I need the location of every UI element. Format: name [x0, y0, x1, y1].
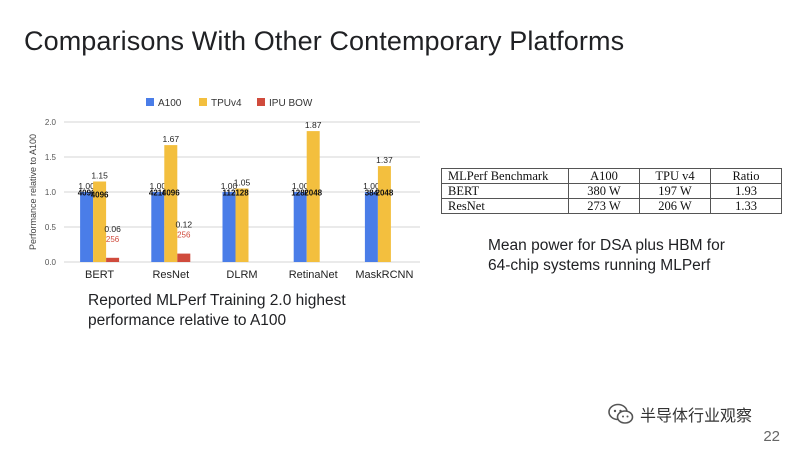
data-label: 1.05: [234, 178, 251, 188]
bar: [364, 192, 378, 262]
bar: [377, 166, 391, 262]
data-label: 1.00: [363, 181, 380, 191]
bar: [235, 188, 249, 262]
x-tick-label: BERT: [85, 269, 114, 281]
legend-swatch: [257, 98, 265, 106]
legend-swatch: [146, 98, 154, 106]
x-tick-label: DLRM: [226, 269, 257, 281]
data-label: 1.15: [91, 171, 108, 181]
cell-tpuv4: 206 W: [639, 198, 711, 214]
data-label: 1.37: [376, 155, 393, 165]
y-tick-label: 0.0: [45, 258, 57, 267]
header-ratio: Ratio: [710, 168, 782, 184]
chip-count-label: 384: [365, 189, 379, 198]
chart-caption-line-1: Reported MLPerf Training 2.0 highest: [88, 292, 346, 309]
table-row: BERT 380 W 197 W 1.93: [441, 183, 782, 199]
data-label: 0.12: [176, 220, 193, 230]
power-table-header-row: MLPerf Benchmark A100 TPU v4 Ratio: [441, 168, 782, 184]
bar: [93, 181, 107, 262]
bar: [293, 192, 307, 262]
x-tick-label: ResNet: [152, 269, 189, 281]
chip-count-label: 256: [177, 231, 191, 240]
wechat-icon: [608, 403, 634, 424]
legend-entry: A100: [158, 98, 182, 109]
table-caption-line-2: 64-chip systems running MLPerf: [488, 257, 711, 274]
bar-chart: 0.0 0.5 1.0 1.5 2.0 Performance relative to A…: [28, 98, 420, 281]
cell-a100: 380 W: [568, 183, 640, 199]
data-label: 0.06: [104, 224, 121, 234]
data-label: 1.00: [150, 181, 167, 191]
header-tpuv4: TPU v4: [639, 168, 711, 184]
data-label: 1.87: [305, 120, 322, 130]
legend-entry: IPU BOW: [269, 98, 313, 109]
chip-count-label: 128: [235, 189, 249, 198]
cell-ratio: 1.93: [710, 183, 782, 199]
x-tick-label: RetinaNet: [289, 269, 338, 281]
bar: [106, 257, 120, 262]
chip-count-label: 4096: [162, 189, 180, 198]
table-row: ResNet 273 W 206 W 1.33: [441, 198, 782, 214]
data-label: 1.00: [292, 181, 309, 191]
chip-count-label: 4096: [78, 189, 96, 198]
bar: [306, 131, 320, 262]
header-benchmark: MLPerf Benchmark: [441, 168, 569, 184]
y-tick-label: 0.5: [45, 223, 57, 232]
cell-benchmark: BERT: [441, 183, 569, 199]
legend-entry: TPUv4: [211, 98, 242, 109]
chart-caption: Reported MLPerf Training 2.0 highest per…: [88, 291, 388, 331]
chart-caption-line-2: performance relative to A100: [88, 312, 287, 329]
slide-title: Comparisons With Other Contemporary Plat…: [24, 26, 625, 56]
cell-a100: 273 W: [568, 198, 640, 214]
chip-count-label: 1280: [291, 189, 309, 198]
cell-ratio: 1.33: [710, 198, 782, 214]
cell-benchmark: ResNet: [441, 198, 569, 214]
chip-count-label: 112: [223, 189, 236, 198]
legend-swatch: [199, 98, 207, 106]
data-label: 1.00: [78, 181, 95, 191]
watermark-text: 半导体行业观察: [640, 406, 753, 425]
bar: [164, 145, 178, 262]
power-table: MLPerf Benchmark A100 TPU v4 Ratio BERT …: [441, 168, 782, 214]
y-tick-label: 1.5: [45, 153, 57, 162]
page-number: 22: [763, 428, 780, 445]
y-axis-label: Performance relative to A100: [28, 134, 38, 250]
chip-count-label: 256: [106, 235, 120, 244]
y-tick-label: 2.0: [45, 118, 57, 127]
table-caption-line-1: Mean power for DSA plus HBM for: [488, 237, 725, 254]
x-tick-label: MaskRCNN: [355, 269, 413, 281]
chip-count-label: 2048: [376, 189, 394, 198]
chip-count-label: 2048: [304, 189, 322, 198]
bar: [151, 192, 165, 262]
chip-count-label: 4216: [149, 189, 167, 198]
bar: [222, 192, 236, 262]
bar: [80, 192, 94, 262]
table-caption: Mean power for DSA plus HBM for 64-chip …: [488, 236, 768, 276]
bar: [177, 253, 191, 262]
header-a100: A100: [568, 168, 640, 184]
chip-count-label: 4096: [91, 191, 109, 200]
watermark: 半导体行业观察: [608, 402, 752, 426]
data-label: 1.67: [163, 134, 180, 144]
y-tick-label: 1.0: [45, 188, 57, 197]
cell-tpuv4: 197 W: [639, 183, 711, 199]
data-label: 1.00: [221, 181, 238, 191]
